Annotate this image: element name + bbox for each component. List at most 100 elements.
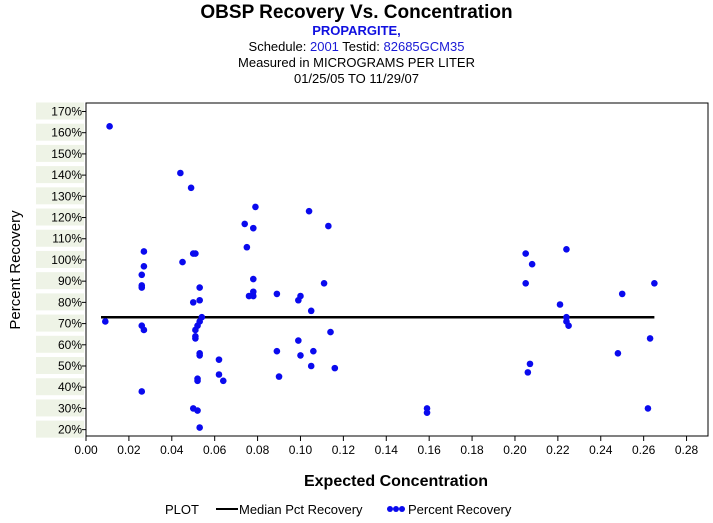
data-point [196, 296, 203, 304]
testid-label: Testid: [342, 39, 380, 54]
xtick-label: 0.10 [289, 443, 313, 457]
ytick-band [36, 144, 84, 162]
ytick-band [36, 272, 84, 290]
data-point [102, 318, 109, 325]
measurement-units: Measured in MICROGRAMS PER LITER [238, 55, 475, 70]
xtick-label: 0.20 [503, 443, 527, 457]
data-point [563, 246, 570, 253]
data-point [325, 222, 332, 230]
analyte-name: PROPARGITE, [312, 23, 401, 38]
ytick-band [36, 208, 84, 226]
schedule-testid-line: Schedule: 2001 Testid: 82685GCM35 [0, 39, 713, 54]
ytick-band [36, 250, 84, 268]
ytick-label: 170% [51, 104, 82, 118]
data-point [423, 409, 431, 416]
ytick-band [36, 335, 84, 353]
ytick-band [36, 378, 84, 396]
data-point [526, 360, 534, 368]
data-point [614, 349, 622, 357]
data-point [243, 243, 251, 251]
data-point [522, 279, 529, 287]
y-axis: 20% 30% 40% 50% 60% 70% 80% 90% 100% 110% 120% 130%… [51, 104, 86, 437]
data-point [320, 279, 328, 287]
data-point [565, 322, 572, 330]
ytick-label: 30% [58, 401, 82, 415]
xtick-label: 0.00 [74, 443, 98, 457]
xtick-label: 0.28 [675, 443, 699, 457]
percent-recovery-series [102, 123, 658, 431]
data-point [307, 362, 315, 370]
data-point [646, 335, 654, 342]
ytick-label: 90% [58, 274, 82, 288]
data-point [192, 333, 199, 340]
data-point [297, 292, 304, 300]
ytick-band [36, 166, 84, 184]
ytick-band [36, 187, 84, 205]
legend-plot-label: PLOT [165, 502, 199, 517]
legend-median-label: Median Pct Recovery [239, 502, 363, 517]
ytick-band [36, 293, 84, 311]
xtick-label: 0.06 [203, 443, 227, 457]
legend: PLOT Median Pct Recovery Percent Recover… [165, 502, 512, 517]
ytick-label: 40% [58, 380, 82, 394]
data-point [198, 313, 206, 321]
data-point [249, 275, 257, 283]
date-range: 01/25/05 TO 11/29/07 [293, 71, 420, 86]
data-point [106, 123, 113, 130]
data-point [138, 284, 146, 291]
ytick-label-bands [36, 102, 84, 438]
ytick-band [36, 314, 84, 332]
ytick-label: 150% [51, 147, 82, 161]
data-point [273, 347, 281, 355]
data-point [528, 260, 536, 268]
testid-value: 82685GCM35 [383, 39, 465, 54]
data-point [187, 184, 195, 192]
ytick-band [36, 102, 84, 120]
ytick-band [36, 229, 84, 247]
data-point [138, 271, 146, 279]
ytick-label: 110% [52, 232, 82, 246]
data-point [249, 224, 257, 232]
ytick-label: 20% [58, 423, 82, 437]
data-point [140, 248, 148, 255]
xtick-label: 0.24 [589, 443, 613, 457]
ytick-label: 100% [51, 253, 82, 267]
y-axis-label: Percent Recovery [7, 210, 24, 330]
data-point [140, 263, 148, 270]
data-point [252, 203, 259, 211]
data-point [297, 352, 304, 359]
plot-area [85, 102, 709, 437]
ytick-band [36, 357, 84, 375]
data-point [140, 326, 148, 334]
xtick-label: 0.22 [546, 443, 570, 457]
data-point [651, 279, 658, 287]
data-point [331, 364, 339, 372]
data-point [177, 169, 184, 177]
data-point [327, 328, 334, 336]
ytick-label: 160% [51, 126, 82, 140]
data-point [192, 250, 199, 257]
ytick-label: 70% [58, 317, 82, 331]
data-point [215, 371, 223, 378]
xtick-label: 0.04 [160, 443, 184, 457]
data-point [196, 424, 203, 431]
xtick-label: 0.18 [460, 443, 484, 457]
legend-points-swatch [387, 506, 405, 512]
xtick-label: 0.26 [632, 443, 656, 457]
data-point [138, 388, 146, 395]
ytick-label: 80% [58, 295, 82, 309]
xtick-label: 0.14 [375, 443, 399, 457]
data-point [189, 299, 197, 306]
data-point [194, 407, 201, 414]
data-point [524, 369, 532, 376]
xtick-label: 0.16 [417, 443, 441, 457]
data-point [307, 307, 315, 315]
xtick-label: 0.12 [332, 443, 356, 457]
ytick-label: 50% [58, 359, 82, 373]
data-point [249, 292, 257, 300]
xtick-label: 0.08 [246, 443, 270, 457]
data-point [275, 373, 283, 380]
ytick-band [36, 420, 84, 438]
ytick-band [36, 399, 84, 417]
ytick-label: 120% [51, 211, 82, 225]
